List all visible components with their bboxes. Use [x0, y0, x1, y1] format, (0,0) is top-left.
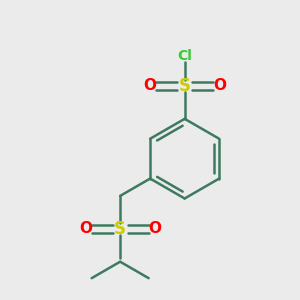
Text: O: O	[143, 78, 157, 93]
Text: O: O	[79, 221, 92, 236]
Text: O: O	[148, 221, 161, 236]
Text: S: S	[178, 77, 190, 95]
Text: O: O	[213, 78, 226, 93]
Text: Cl: Cl	[177, 50, 192, 64]
Text: S: S	[114, 220, 126, 238]
